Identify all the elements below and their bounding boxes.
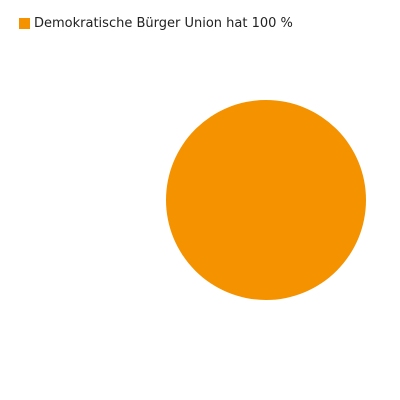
- pie-slice: [166, 100, 366, 300]
- chart-legend: Demokratische Bürger Union hat 100 %: [19, 16, 293, 31]
- legend-label: Demokratische Bürger Union hat 100 %: [34, 16, 293, 31]
- legend-swatch: [19, 18, 30, 29]
